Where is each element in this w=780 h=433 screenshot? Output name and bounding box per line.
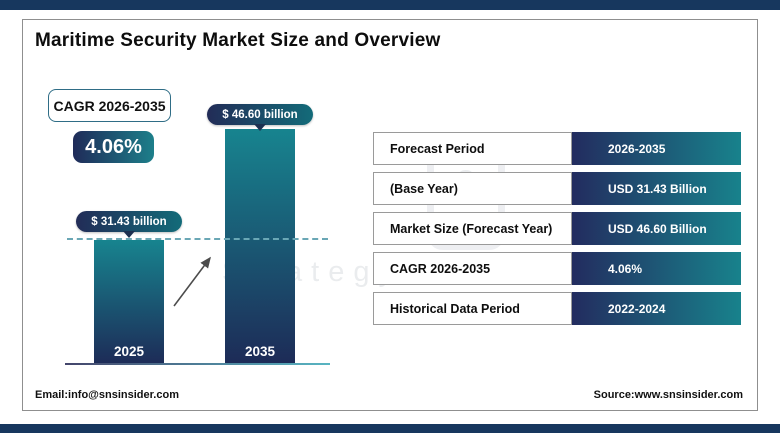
footer-source: Source:www.snsinsider.com: [593, 389, 743, 401]
page-title: Maritime Security Market Size and Overvi…: [35, 30, 441, 51]
table-row: (Base Year) USD 31.43 Billion: [373, 172, 741, 205]
table-row-value: USD 31.43 Billion: [572, 172, 741, 205]
market-summary-table: Forecast Period 2026-2035 (Base Year) US…: [373, 132, 741, 332]
reference-dashed-line: [67, 238, 328, 240]
bar-category-label-2025: 2025: [113, 344, 145, 359]
table-row: Market Size (Forecast Year) USD 46.60 Bi…: [373, 212, 741, 245]
bar-category-label-2035: 2035: [244, 344, 276, 359]
table-row: Historical Data Period 2022-2024: [373, 292, 741, 325]
bar-value-pointer-2035: [254, 124, 266, 131]
bar-2035: 2035: [225, 129, 295, 364]
table-row: Forecast Period 2026-2035: [373, 132, 741, 165]
x-axis-baseline: [65, 363, 330, 365]
bar-value-pointer-2025: [123, 231, 135, 238]
table-row-value: 2026-2035: [572, 132, 741, 165]
bar-value-label-2025: $ 31.43 billion: [76, 211, 182, 232]
table-row-value: 2022-2024: [572, 292, 741, 325]
cagr-period-box: CAGR 2026-2035: [48, 89, 171, 122]
table-row-value: 4.06%: [572, 252, 741, 285]
cagr-value-badge: 4.06%: [73, 131, 154, 163]
bar-value-label-2035: $ 46.60 billion: [207, 104, 313, 125]
bottom-accent-band: [0, 424, 780, 433]
table-row-label: Forecast Period: [373, 132, 572, 165]
table-row-value: USD 46.60 Billion: [572, 212, 741, 245]
top-accent-band: [0, 0, 780, 10]
table-row-label: (Base Year): [373, 172, 572, 205]
table-row-label: CAGR 2026-2035: [373, 252, 572, 285]
table-row-label: Market Size (Forecast Year): [373, 212, 572, 245]
table-row-label: Historical Data Period: [373, 292, 572, 325]
growth-arrow-icon: [173, 256, 211, 307]
bar-2025: 2025: [94, 240, 164, 364]
footer-email: Email:info@snsinsider.com: [35, 389, 179, 401]
table-row: CAGR 2026-2035 4.06%: [373, 252, 741, 285]
